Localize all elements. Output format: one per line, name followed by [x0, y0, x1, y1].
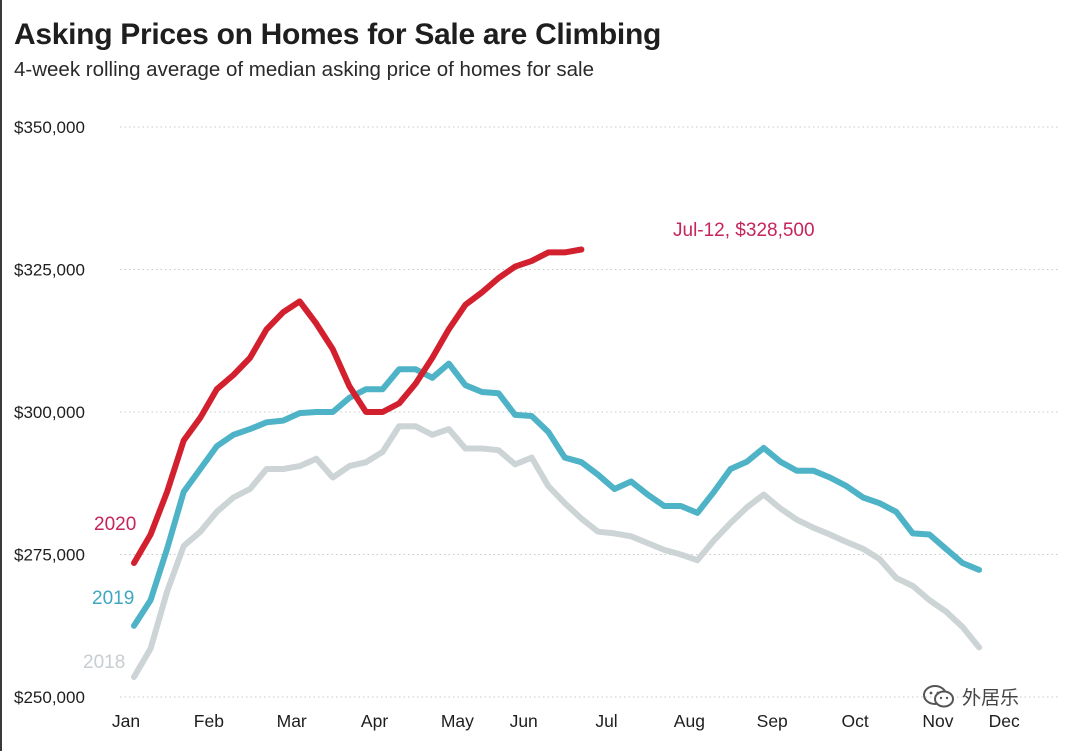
y-tick-label: $250,000 [14, 688, 85, 707]
x-axis-ticks: Jan Feb Mar Apr May Jun Jul Aug Sep Oct Nov Dec [112, 711, 1020, 731]
annotation-latest-2020: Jul-12, $328,500 [673, 220, 815, 241]
y-tick-label: $325,000 [14, 261, 85, 280]
x-tick-label: Oct [841, 711, 868, 731]
series-line-2020 [131, 246, 585, 566]
watermark-text: 外居乐 [962, 688, 1020, 709]
x-tick-label: Apr [361, 711, 388, 731]
y-tick-label: $275,000 [14, 546, 85, 565]
x-tick-label: Feb [194, 711, 224, 731]
series-label-2019: 2019 [92, 588, 134, 609]
left-border [0, 0, 2, 751]
x-tick-label: Jun [510, 711, 538, 731]
x-tick-label: Mar [277, 711, 307, 731]
x-tick-label: Sep [757, 711, 788, 731]
x-tick-label: Aug [674, 711, 705, 731]
series-line-2018 [131, 423, 983, 680]
chart-title: Asking Prices on Homes for Sale are Clim… [14, 18, 661, 51]
series-line-2019 [131, 360, 983, 629]
series-label-2018: 2018 [83, 652, 125, 673]
series-lines [131, 246, 983, 680]
y-tick-label: $300,000 [14, 403, 85, 422]
x-tick-label: Dec [989, 711, 1020, 731]
chart-subtitle: 4-week rolling average of median asking … [14, 58, 594, 81]
series-label-2020: 2020 [94, 514, 136, 535]
x-tick-label: Nov [922, 711, 953, 731]
wechat-icon [922, 684, 956, 710]
x-tick-label: Jan [112, 711, 140, 731]
x-tick-label: Jul [595, 711, 617, 731]
x-tick-label: May [441, 711, 474, 731]
y-axis-ticks: $250,000 $275,000 $300,000 $325,000 $350,000 [14, 118, 85, 707]
grid-lines [120, 126, 1058, 698]
y-tick-label: $350,000 [14, 118, 85, 137]
watermark: 外居乐 [922, 683, 1019, 710]
